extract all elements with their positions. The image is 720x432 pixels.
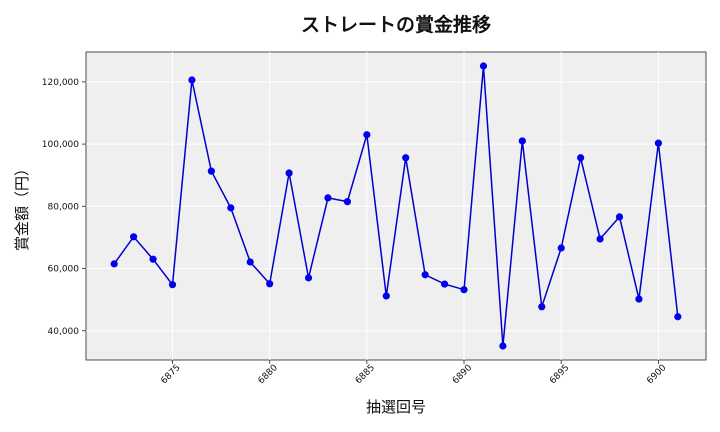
- data-point: [615, 213, 624, 221]
- data-point: [382, 292, 390, 300]
- y-axis-label: 賞金額（円）: [13, 161, 31, 251]
- data-point: [149, 255, 157, 263]
- data-point: [538, 303, 546, 311]
- data-point: [440, 280, 449, 288]
- y-tick-label: 80,000: [48, 202, 80, 212]
- data-point: [402, 154, 410, 162]
- data-point: [654, 139, 662, 147]
- y-tick-label: 120,000: [42, 78, 79, 88]
- data-point: [343, 198, 352, 206]
- x-tick-label: 6875: [159, 363, 182, 386]
- data-point: [499, 342, 507, 350]
- data-point: [207, 167, 215, 175]
- data-point: [324, 194, 332, 202]
- data-point: [674, 313, 682, 321]
- data-point: [479, 62, 488, 70]
- x-tick-label: 6885: [354, 363, 377, 386]
- data-point: [188, 76, 196, 84]
- x-tick-label: 6880: [257, 363, 280, 386]
- data-point: [227, 204, 235, 212]
- data-points: [110, 62, 682, 350]
- data-point: [421, 271, 429, 279]
- data-point: [246, 258, 254, 266]
- chart-title: ストレートの賞金推移: [301, 13, 491, 36]
- data-point: [596, 235, 604, 243]
- data-point: [460, 286, 468, 294]
- y-tick-label: 60,000: [48, 265, 80, 275]
- data-point: [285, 169, 293, 177]
- data-point: [266, 280, 274, 288]
- data-point: [363, 131, 371, 139]
- data-point: [577, 154, 585, 162]
- data-point: [304, 274, 313, 282]
- x-tick-label: 6890: [451, 363, 474, 386]
- x-tick-label: 6895: [548, 363, 571, 386]
- grid-lines: [86, 52, 706, 360]
- data-point: [168, 281, 177, 289]
- data-point: [110, 260, 118, 268]
- data-point: [635, 295, 643, 303]
- data-point: [130, 233, 138, 241]
- y-tick-label: 40,000: [48, 327, 80, 337]
- x-axis-label: 抽選回号: [366, 398, 426, 416]
- y-tick-label: 100,000: [42, 140, 79, 150]
- data-point: [518, 137, 526, 145]
- data-point: [557, 244, 565, 252]
- x-tick-label: 6900: [645, 363, 668, 386]
- series-line: [113, 65, 679, 347]
